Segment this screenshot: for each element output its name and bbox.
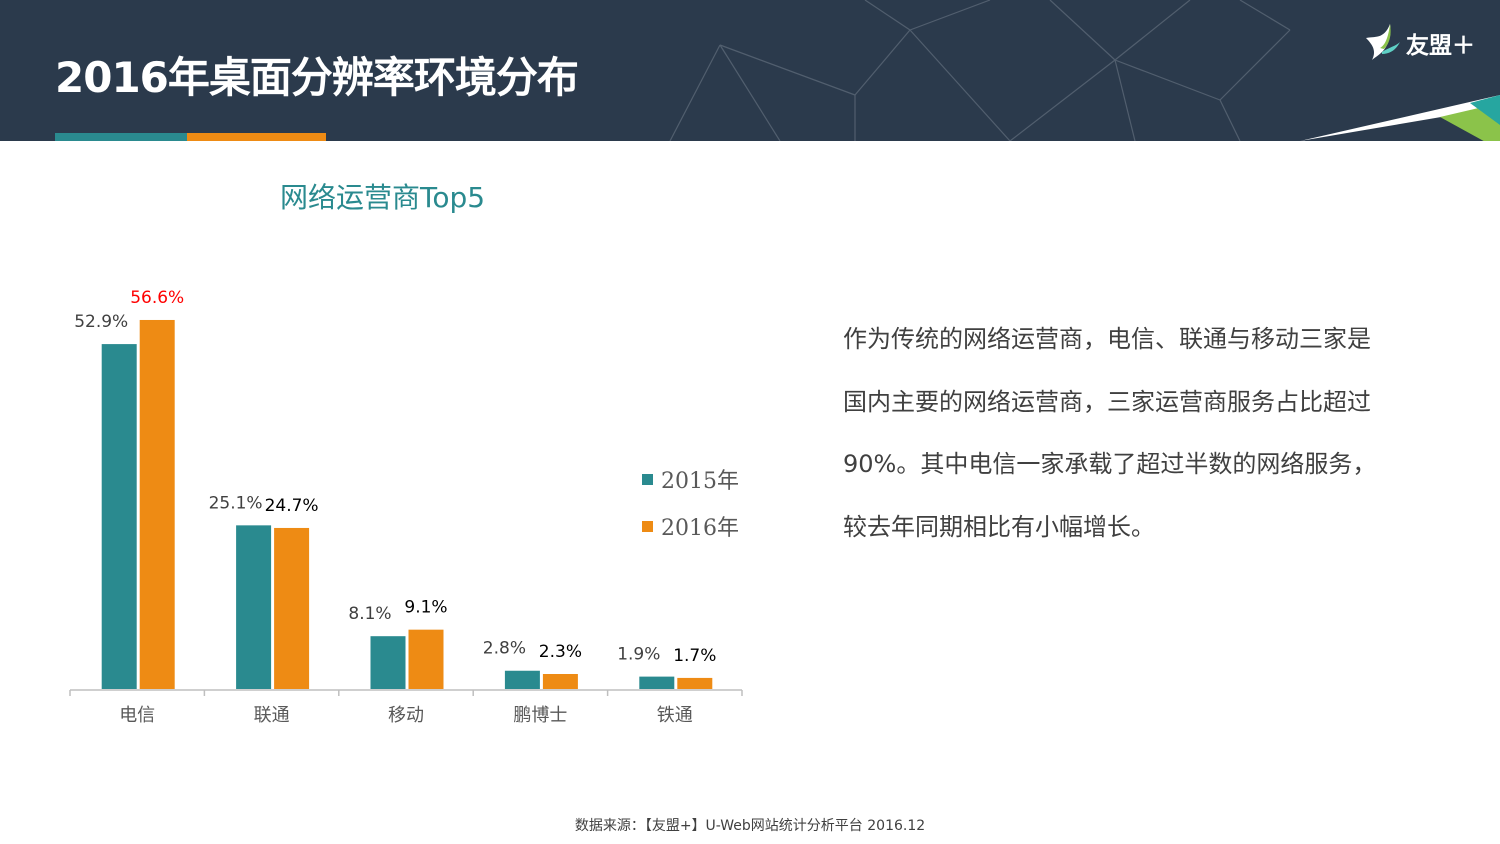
legend-swatch-2015	[642, 473, 653, 485]
category-label: 联通	[254, 705, 290, 726]
bar-2016	[139, 319, 175, 689]
bar-2015	[101, 344, 137, 689]
bar-2015	[639, 676, 675, 689]
category-label: 电信	[119, 705, 155, 726]
bar-2015	[504, 670, 540, 689]
bar-2016	[408, 629, 444, 689]
legend-item-2015: 2015年	[642, 462, 739, 496]
description-text: 作为传统的网络运营商，电信、联通与移动三家是国内主要的网络运营商，三家运营商服务…	[843, 325, 1377, 541]
bar-2016	[677, 677, 713, 689]
data-label: 1.7%	[673, 646, 716, 666]
chart-legend: 2015年 2016年	[642, 462, 739, 556]
logo-text: 友盟＋	[1406, 33, 1475, 59]
chart-title: 网络运营商Top5	[280, 181, 486, 214]
legend-label-2016: 2016年	[661, 516, 739, 541]
data-label: 25.1%	[209, 493, 263, 513]
data-label: 24.7%	[265, 496, 319, 516]
legend-swatch-2016	[642, 520, 653, 532]
data-label: 9.1%	[404, 598, 447, 618]
bar-2016	[274, 527, 310, 689]
category-label: 铁通	[657, 705, 693, 726]
decorative-lines	[669, 0, 1291, 141]
corner-decoration	[1300, 95, 1500, 141]
brand-logo: 友盟＋	[1362, 18, 1482, 62]
bar-2015	[236, 525, 272, 689]
data-source: 数据来源：【友盟+】U-Web网站统计分析平台 2016.12	[574, 818, 926, 834]
category-label: 移动	[388, 705, 424, 726]
bird-logo-icon	[1366, 24, 1400, 60]
bar-2015	[370, 636, 406, 689]
data-label: 8.1%	[348, 604, 391, 624]
data-label: 52.9%	[74, 312, 128, 332]
legend-item-2016: 2016年	[642, 509, 739, 543]
page-title: 2016年桌面分辨率环境分布	[55, 53, 579, 102]
data-label: 2.8%	[483, 639, 526, 659]
data-label: 56.6%	[130, 288, 184, 308]
header-banner: 2016年桌面分辨率环境分布 友盟＋	[0, 0, 1500, 141]
legend-label-2015: 2015年	[661, 469, 739, 494]
accent-bar-teal	[55, 133, 187, 141]
accent-bar-orange	[187, 133, 326, 141]
bar-2016	[542, 674, 578, 689]
category-label: 鹏博士	[513, 705, 567, 726]
data-label: 2.3%	[539, 642, 582, 662]
data-label: 1.9%	[617, 645, 660, 665]
